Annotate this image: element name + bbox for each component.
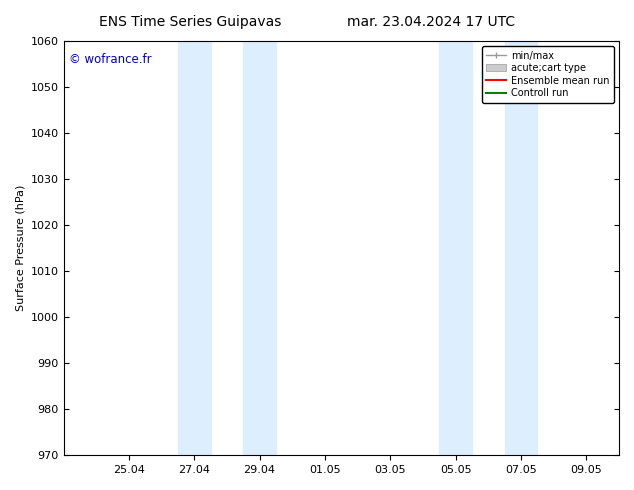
Bar — [505, 41, 537, 455]
Bar — [178, 41, 210, 455]
Y-axis label: Surface Pressure (hPa): Surface Pressure (hPa) — [15, 185, 25, 311]
Text: mar. 23.04.2024 17 UTC: mar. 23.04.2024 17 UTC — [347, 15, 515, 29]
Legend: min/max, acute;cart type, Ensemble mean run, Controll run: min/max, acute;cart type, Ensemble mean … — [482, 46, 614, 103]
Bar — [439, 41, 472, 455]
Text: ENS Time Series Guipavas: ENS Time Series Guipavas — [99, 15, 281, 29]
Bar — [243, 41, 276, 455]
Text: © wofrance.fr: © wofrance.fr — [69, 53, 152, 67]
